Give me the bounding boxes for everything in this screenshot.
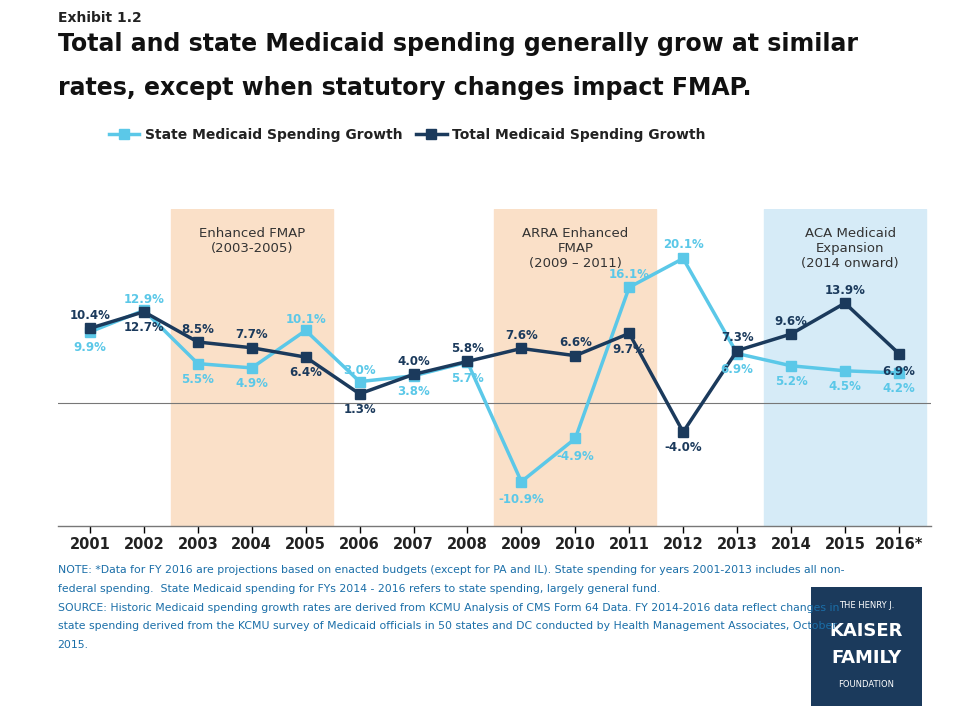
Text: ARRA Enhanced
FMAP
(2009 – 2011): ARRA Enhanced FMAP (2009 – 2011) <box>522 227 629 270</box>
Bar <box>171 209 332 526</box>
Text: 6.4%: 6.4% <box>289 366 323 379</box>
Text: 4.9%: 4.9% <box>235 377 268 390</box>
Text: 12.9%: 12.9% <box>124 293 164 306</box>
Text: state spending derived from the KCMU survey of Medicaid officials in 50 states a: state spending derived from the KCMU sur… <box>58 621 836 631</box>
Text: -4.9%: -4.9% <box>557 450 594 463</box>
Text: 4.5%: 4.5% <box>828 380 861 393</box>
Text: Total and state Medicaid spending generally grow at similar: Total and state Medicaid spending genera… <box>58 32 857 56</box>
Text: 3.0%: 3.0% <box>344 364 376 377</box>
Text: 1.3%: 1.3% <box>344 403 376 416</box>
Text: 6.9%: 6.9% <box>882 365 915 378</box>
Legend: State Medicaid Spending Growth, Total Medicaid Spending Growth: State Medicaid Spending Growth, Total Me… <box>103 122 711 148</box>
Text: 4.2%: 4.2% <box>882 382 915 395</box>
Text: ACA Medicaid
Expansion
(2014 onward): ACA Medicaid Expansion (2014 onward) <box>802 227 900 270</box>
Bar <box>764 209 925 526</box>
Text: 6.9%: 6.9% <box>721 363 754 376</box>
Text: KAISER: KAISER <box>829 622 903 640</box>
Text: 8.5%: 8.5% <box>181 323 214 336</box>
Text: SOURCE: Historic Medicaid spending growth rates are derived from KCMU Analysis o: SOURCE: Historic Medicaid spending growt… <box>58 603 839 613</box>
Text: FAMILY: FAMILY <box>831 649 901 667</box>
Text: Exhibit 1.2: Exhibit 1.2 <box>58 11 141 24</box>
Text: 12.7%: 12.7% <box>124 321 164 334</box>
Text: NOTE: *Data for FY 2016 are projections based on enacted budgets (except for PA : NOTE: *Data for FY 2016 are projections … <box>58 565 844 575</box>
Text: 9.9%: 9.9% <box>74 341 107 354</box>
Text: 10.1%: 10.1% <box>285 313 326 326</box>
Text: 9.6%: 9.6% <box>775 315 807 328</box>
Text: 2015.: 2015. <box>58 640 88 650</box>
Text: 7.6%: 7.6% <box>505 329 538 342</box>
Text: federal spending.  State Medicaid spending for FYs 2014 - 2016 refers to state s: federal spending. State Medicaid spendin… <box>58 584 660 594</box>
Text: Enhanced FMAP
(2003-2005): Enhanced FMAP (2003-2005) <box>199 227 305 255</box>
Text: 7.3%: 7.3% <box>721 331 754 344</box>
Bar <box>494 209 657 526</box>
Text: THE HENRY J.: THE HENRY J. <box>839 601 894 611</box>
Text: rates, except when statutory changes impact FMAP.: rates, except when statutory changes imp… <box>58 76 751 99</box>
Text: 9.7%: 9.7% <box>612 343 645 356</box>
Text: FOUNDATION: FOUNDATION <box>838 680 895 689</box>
Text: 3.8%: 3.8% <box>397 385 430 398</box>
Text: 20.1%: 20.1% <box>662 238 704 251</box>
Text: 6.6%: 6.6% <box>559 336 591 349</box>
Text: 5.8%: 5.8% <box>451 342 484 355</box>
Text: 13.9%: 13.9% <box>825 284 865 297</box>
Text: -4.0%: -4.0% <box>664 441 702 454</box>
Text: 10.4%: 10.4% <box>69 309 110 322</box>
Text: -10.9%: -10.9% <box>498 493 544 506</box>
Text: 16.1%: 16.1% <box>609 268 650 281</box>
Text: 5.5%: 5.5% <box>181 373 214 386</box>
Text: 4.0%: 4.0% <box>397 355 430 368</box>
Text: 5.7%: 5.7% <box>451 372 484 384</box>
Text: 7.7%: 7.7% <box>235 328 268 341</box>
Text: 5.2%: 5.2% <box>775 375 807 388</box>
